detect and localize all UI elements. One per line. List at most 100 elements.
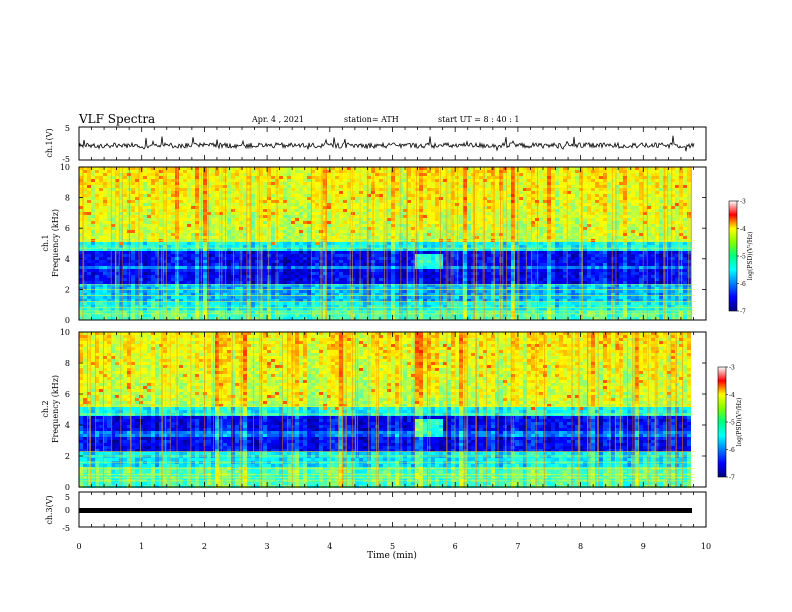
spectrogram-cell: [435, 269, 439, 272]
spectrogram-cell: [211, 194, 215, 197]
spectrogram-cell: [343, 203, 347, 206]
spectrogram-cell: [115, 242, 119, 245]
spectrogram-cell: [119, 257, 123, 260]
spectrogram-cell: [255, 245, 259, 248]
spectrogram-cell: [103, 182, 107, 185]
spectrogram-cell: [271, 281, 275, 284]
spectrogram-cell: [111, 191, 115, 194]
spectrogram-cell: [91, 254, 95, 257]
spectrogram-cell: [231, 278, 235, 281]
spectrogram-cell: [251, 236, 255, 239]
spectrogram-cell: [243, 230, 247, 233]
spectrogram-cell: [99, 281, 103, 284]
spectrogram-cell: [227, 209, 231, 212]
spectrogram-cell: [151, 182, 155, 185]
spectrogram-cell: [147, 212, 151, 215]
spectrogram-cell: [395, 296, 399, 299]
spectrogram-cell: [235, 242, 239, 245]
spectrogram-cell: [255, 293, 259, 296]
spectrogram-cell: [291, 212, 295, 215]
spectrogram-cell: [299, 209, 303, 212]
spectrogram-cell: [191, 263, 195, 266]
spectrogram-cell: [335, 185, 339, 188]
spectrogram-cell: [435, 251, 439, 254]
spectrogram-cell: [131, 296, 135, 299]
spectrogram-cell: [435, 188, 439, 191]
spectrogram-cell: [271, 203, 275, 206]
spectrogram-cell: [243, 170, 247, 173]
spectrogram-cell: [395, 173, 399, 176]
spectrogram-cell: [183, 308, 187, 311]
spectrogram-cell: [291, 200, 295, 203]
spectrogram-cell: [119, 242, 123, 245]
spectrogram-cell: [219, 272, 223, 275]
spectrogram-cell: [175, 278, 179, 281]
spectrogram-cell: [295, 269, 299, 272]
spectrogram-cell: [91, 305, 95, 308]
spectrogram-cell: [255, 221, 259, 224]
spectrogram-cell: [119, 290, 123, 293]
spectrogram-cell: [155, 227, 159, 230]
spectrogram-cell: [303, 257, 307, 260]
spectrogram-cell: [231, 221, 235, 224]
spectrogram-cell: [323, 272, 327, 275]
spectrogram-cell: [215, 203, 219, 206]
spectrogram-cell: [183, 188, 187, 191]
spectrogram-cell: [291, 215, 295, 218]
spectrogram-cell: [387, 263, 391, 266]
spectrogram-cell: [435, 179, 439, 182]
spectrogram-cell: [423, 170, 427, 173]
spectrogram-cell: [167, 308, 171, 311]
spectrogram-cell: [279, 209, 283, 212]
spectrogram-cell: [191, 227, 195, 230]
spectrogram-cell: [99, 203, 103, 206]
spectrogram-cell: [295, 314, 299, 317]
spectrogram-cell: [291, 251, 295, 254]
station-label: station= ATH: [344, 115, 399, 124]
spectrogram-cell: [227, 284, 231, 287]
spectrogram-cell: [459, 191, 463, 194]
spectrogram-cell: [439, 203, 443, 206]
spectrogram-cell: [227, 203, 231, 206]
spectrogram-cell: [107, 305, 111, 308]
spectrogram-cell: [439, 278, 443, 281]
spectrogram-cell: [187, 263, 191, 266]
spectrogram-cell: [295, 182, 299, 185]
spectrogram-cell: [287, 200, 291, 203]
spectrogram-cell: [123, 179, 127, 182]
spectrogram-cell: [287, 170, 291, 173]
spectrogram-cell: [207, 266, 211, 269]
spectrogram-cell: [175, 302, 179, 305]
ch1-spectrogram-image: [78, 166, 707, 321]
spectrogram-cell: [299, 305, 303, 308]
spectrogram-cell: [167, 278, 171, 281]
spectrogram-cell: [339, 284, 343, 287]
spectrogram-cell: [287, 260, 291, 263]
spectrogram-cell: [211, 275, 215, 278]
spectrogram-cell: [99, 257, 103, 260]
spectrogram-cell: [307, 167, 311, 170]
spectrogram-cell: [155, 257, 159, 260]
spectrogram-cell: [179, 242, 183, 245]
spectrogram-cell: [351, 284, 355, 287]
spectrogram-cell: [355, 263, 359, 266]
spectrogram-cell: [375, 236, 379, 239]
spectrogram-cell: [107, 188, 111, 191]
spectrogram-cell: [355, 209, 359, 212]
spectrogram-cell: [315, 254, 319, 257]
spectrogram-cell: [423, 302, 427, 305]
spectrogram-cell: [375, 170, 379, 173]
spectrogram-cell: [427, 209, 431, 212]
spectrogram-cell: [219, 251, 223, 254]
spectrogram-cell: [219, 287, 223, 290]
spectrogram-cell: [459, 206, 463, 209]
spectrogram-cell: [87, 281, 91, 284]
spectrogram-cell: [171, 284, 175, 287]
spectrogram-cell: [295, 284, 299, 287]
spectrogram-cell: [87, 299, 91, 302]
spectrogram-cell: [235, 296, 239, 299]
spectrogram-cell: [227, 281, 231, 284]
spectrogram-cell: [91, 215, 95, 218]
spectrogram-cell: [383, 278, 387, 281]
spectrogram-cell: [111, 227, 115, 230]
